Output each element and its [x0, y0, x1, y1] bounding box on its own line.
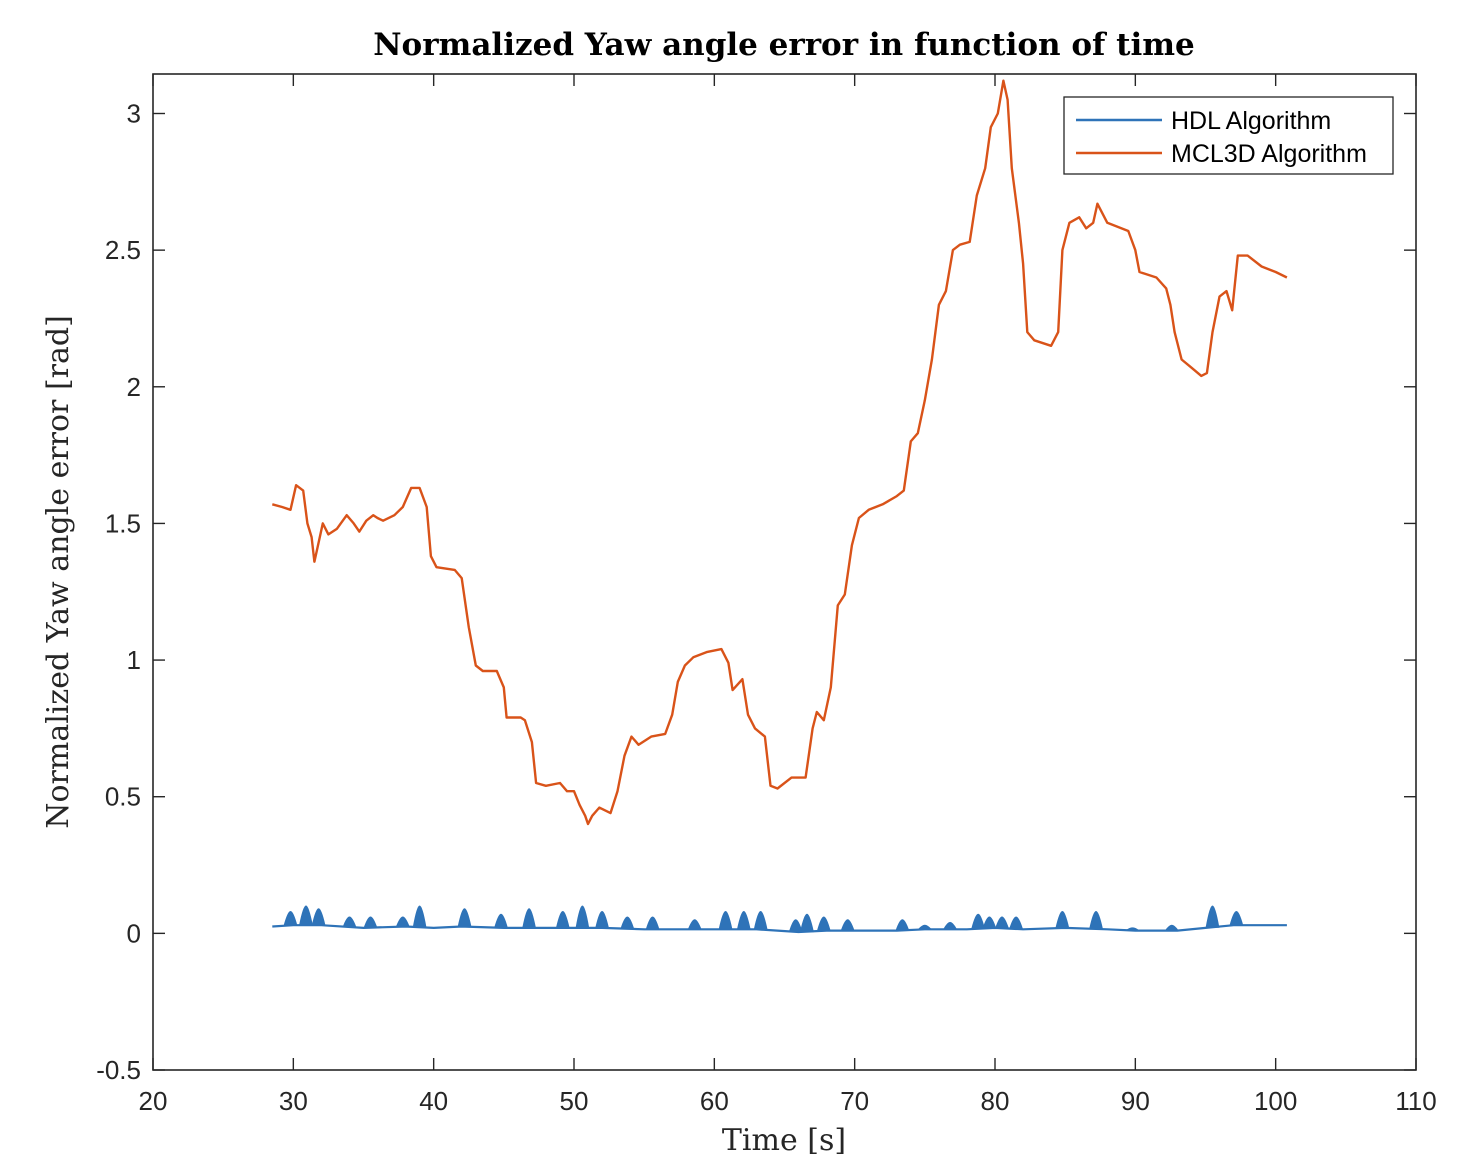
x-tick-label: 110: [1395, 1086, 1436, 1116]
y-tick-label: 1.5: [105, 508, 141, 538]
y-tick-label: 3: [127, 99, 141, 129]
y-tick-label: -0.5: [96, 1055, 141, 1085]
hdl-spike: [736, 910, 751, 930]
hdl-spike: [363, 916, 378, 929]
legend-label-hdl: HDL Algorithm: [1171, 107, 1331, 135]
hdl-spike: [298, 905, 313, 926]
y-tick-label: 1: [127, 645, 141, 675]
hdl-spike: [995, 916, 1009, 929]
hdl-spike: [283, 910, 298, 926]
ticks-layer: 20 30 40 50 60 70 80 90 100 110 -0.5 0 0.5 1 1.5 2 2.5 3: [96, 74, 1437, 1116]
y-tick-label: 0.5: [105, 782, 141, 812]
y-tick-label: 2.5: [105, 235, 141, 265]
series-layer: [271, 79, 1288, 934]
x-tick-label: 70: [840, 1086, 869, 1116]
plot-frame: [152, 73, 1417, 1071]
hdl-spike: [799, 913, 814, 933]
hdl-spike: [555, 910, 570, 929]
hdl-spike: [1229, 910, 1244, 926]
hdl-spike: [788, 919, 803, 933]
hdl-spike: [395, 916, 410, 928]
hdl-spike: [1009, 916, 1024, 930]
hdl-spike: [917, 924, 933, 930]
legend-box: [1063, 96, 1394, 175]
series-line-hdl: [272, 924, 1287, 934]
x-tick-label: 60: [700, 1086, 729, 1116]
x-tick-label: 90: [1121, 1086, 1150, 1116]
legend: HDL Algorithm MCL3D Algorithm: [1063, 96, 1394, 175]
hdl-spike: [971, 913, 986, 930]
hdl-spike: [412, 905, 427, 928]
y-tick-label: 2: [127, 372, 141, 402]
y-axis-label: Normalized Yaw angle error [rad]: [41, 315, 76, 829]
hdl-spike: [942, 921, 958, 930]
hdl-spike: [575, 905, 590, 929]
hdl-spike: [1164, 924, 1180, 932]
hdl-spike: [595, 910, 610, 929]
x-axis-label: Time [s]: [722, 1123, 846, 1158]
y-tick-label: 0: [127, 918, 141, 948]
hdl-spike: [687, 919, 702, 930]
hdl-spike: [816, 916, 831, 932]
hdl-spike: [311, 908, 326, 926]
hdl-spike: [1205, 905, 1220, 928]
hdl-spike: [494, 913, 508, 929]
hdl-spike: [1124, 927, 1141, 931]
hdl-spike: [620, 916, 635, 930]
x-tick-label: 100: [1254, 1086, 1297, 1116]
hdl-spike: [718, 910, 733, 930]
hdl-spike: [645, 916, 660, 930]
hdl-spike: [753, 910, 768, 930]
chart-title: Normalized Yaw angle error in function o…: [373, 27, 1195, 63]
hdl-spike: [982, 916, 997, 929]
hdl-spike: [522, 908, 537, 929]
series-line-mcl3d: [271, 79, 1288, 826]
x-tick-label: 50: [560, 1086, 589, 1116]
x-tick-label: 20: [139, 1086, 168, 1116]
x-tick-label: 80: [981, 1086, 1010, 1116]
legend-label-mcl3d: MCL3D Algorithm: [1171, 140, 1367, 168]
x-tick-label: 40: [419, 1086, 448, 1116]
hdl-spike: [342, 916, 357, 928]
hdl-spike: [1089, 910, 1104, 930]
hdl-spike: [840, 919, 855, 932]
hdl-spike: [1055, 910, 1070, 929]
x-tick-label: 30: [279, 1086, 308, 1116]
hdl-spike: [457, 908, 472, 928]
hdl-spike: [895, 919, 910, 931]
